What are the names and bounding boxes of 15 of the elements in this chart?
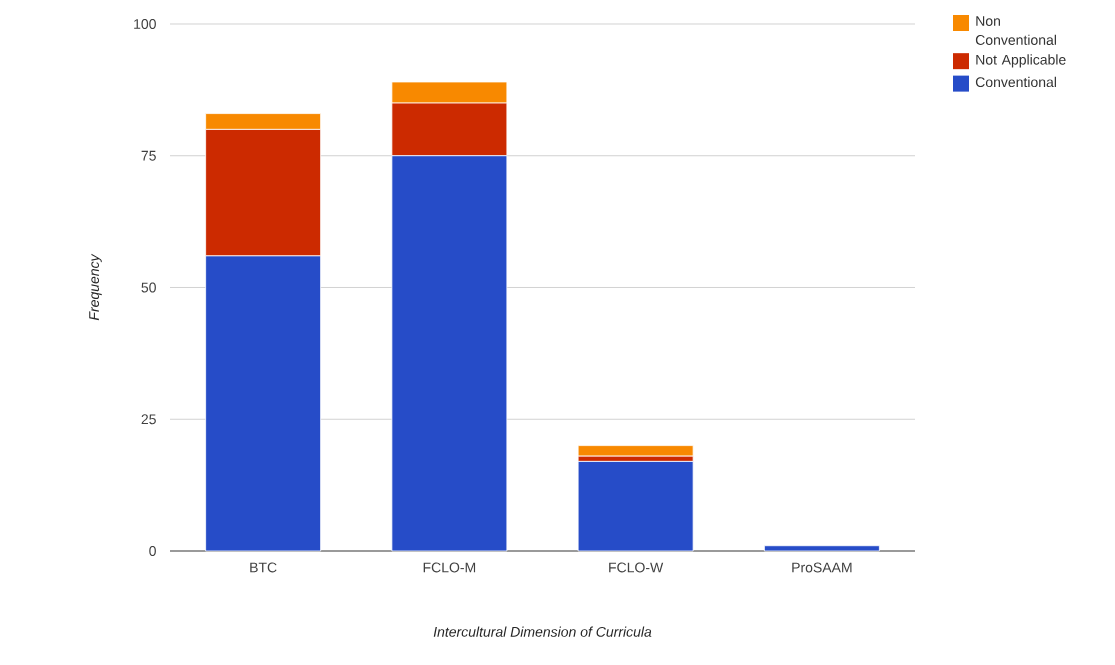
bar [763,545,880,552]
x-tick-label: ProSAAM [792,562,852,573]
x-tick-label: BTC [250,562,277,573]
legend-label: Not Applicable [976,54,1066,68]
x-tick-label: FCLO-M [423,562,476,573]
legend-label: Conventional [975,76,1056,88]
y-tick-label: 0 [149,546,156,556]
legend-label: Non Conventional [975,16,1056,45]
y-tick-label: 25 [141,414,156,425]
y-tick-label: 50 [141,282,156,293]
y-tick-label: 100 [134,19,156,29]
x-tick-label: FCLO-W [609,562,664,573]
y-axis-title: Frequency [89,253,102,321]
y-tick-label: 75 [141,150,156,161]
x-axis-title: Intercultural Dimension of Curricula [433,626,652,637]
